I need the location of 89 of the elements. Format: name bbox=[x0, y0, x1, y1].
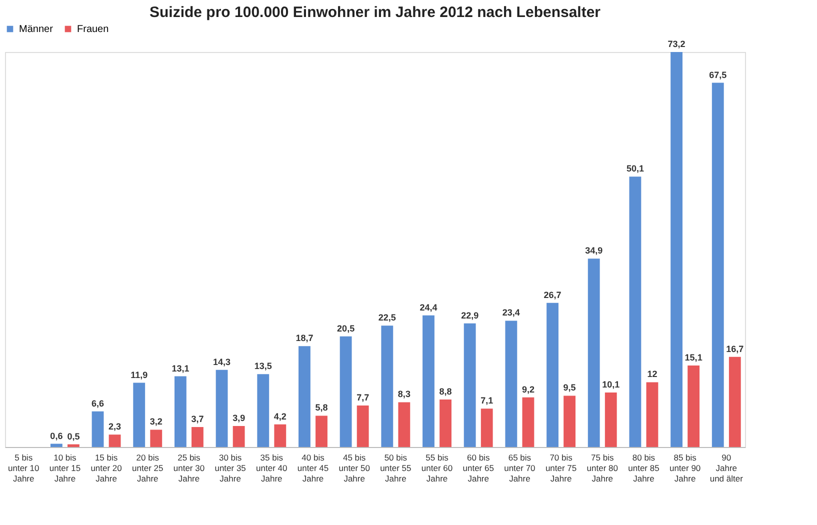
bar bbox=[422, 315, 434, 447]
x-tick-label: 20 bis unter 25 Jahre bbox=[132, 452, 164, 484]
bar bbox=[564, 396, 576, 447]
data-label: 73,2 bbox=[668, 39, 686, 49]
x-tick-label: 25 bis unter 30 Jahre bbox=[173, 452, 205, 484]
bar bbox=[192, 427, 204, 447]
data-label: 5,8 bbox=[315, 402, 328, 413]
bar bbox=[505, 320, 518, 447]
data-label: 9,5 bbox=[563, 382, 576, 393]
x-tick-label: 10 bis unter 15 Jahre bbox=[49, 452, 81, 484]
x-tick-label: 60 bis unter 65 Jahre bbox=[462, 452, 494, 484]
bar bbox=[588, 258, 600, 447]
bar bbox=[629, 176, 642, 447]
legend-label: Männer bbox=[19, 24, 54, 35]
x-tick-label: 90 Jahre und älter bbox=[710, 452, 744, 484]
data-label: 13,1 bbox=[172, 363, 190, 374]
x-tick-label: 15 bis unter 20 Jahre bbox=[90, 452, 122, 484]
data-label: 2,3 bbox=[108, 422, 122, 432]
data-label: 11,9 bbox=[130, 370, 148, 380]
x-tick-label: 5 bis unter 10 Jahre bbox=[8, 452, 40, 484]
bar bbox=[356, 405, 369, 447]
bar bbox=[646, 382, 658, 447]
data-label: 16,7 bbox=[726, 344, 744, 354]
x-tick-label: 50 bis unter 55 Jahre bbox=[380, 452, 412, 484]
data-label: 7,7 bbox=[356, 392, 370, 402]
bar bbox=[257, 374, 270, 447]
bar bbox=[604, 392, 617, 447]
x-tick-label: 35 bis unter 40 Jahre bbox=[256, 452, 288, 484]
data-label: 34,9 bbox=[585, 246, 603, 256]
bar bbox=[50, 444, 62, 447]
data-label: 22,5 bbox=[378, 312, 396, 323]
bar bbox=[216, 370, 228, 447]
bar bbox=[316, 416, 328, 447]
data-label: 23,4 bbox=[502, 308, 520, 318]
bar bbox=[381, 326, 394, 447]
data-label: 7,1 bbox=[480, 396, 494, 406]
data-label: 14,3 bbox=[213, 356, 231, 367]
bar bbox=[440, 400, 452, 447]
bar bbox=[133, 382, 146, 447]
bar bbox=[464, 323, 476, 447]
data-label: 3,2 bbox=[150, 416, 162, 427]
x-tick-label: 30 bis unter 35 Jahre bbox=[214, 452, 246, 484]
bar bbox=[298, 346, 310, 447]
bar bbox=[92, 411, 104, 447]
x-tick-label: 80 bis unter 85 Jahre bbox=[628, 452, 660, 484]
data-label: 3,9 bbox=[232, 412, 246, 423]
bar bbox=[728, 356, 741, 447]
x-tick-label: 85 bis unter 90 Jahre bbox=[669, 452, 701, 484]
bar bbox=[712, 82, 724, 447]
x-tick-label: 65 bis unter 70 Jahre bbox=[504, 452, 536, 484]
x-tick-label: 70 bis unter 75 Jahre bbox=[545, 452, 577, 484]
legend-label: Frauen bbox=[77, 24, 109, 35]
data-label: 24,4 bbox=[420, 302, 438, 312]
data-label: 15,1 bbox=[684, 352, 702, 363]
data-label: 4,2 bbox=[274, 411, 286, 422]
data-label: 10,1 bbox=[602, 380, 620, 390]
bar bbox=[522, 397, 534, 447]
data-label: 0,6 bbox=[50, 430, 63, 441]
chart-title: Suizide pro 100.000 Einwohner im Jahre 2012 nach Lebensalter bbox=[149, 4, 601, 21]
data-label: 22,9 bbox=[461, 310, 479, 320]
data-label: 0,5 bbox=[67, 431, 80, 442]
bar bbox=[546, 302, 558, 447]
x-tick-label: 75 bis unter 80 Jahre bbox=[586, 452, 618, 484]
data-label: 20,5 bbox=[337, 323, 355, 334]
bar bbox=[150, 430, 162, 447]
bar bbox=[174, 376, 186, 447]
data-label: 13,5 bbox=[254, 361, 272, 372]
bar bbox=[670, 52, 682, 447]
bar bbox=[480, 408, 493, 447]
x-tick-label: 45 bis unter 50 Jahre bbox=[338, 452, 370, 484]
bar bbox=[68, 444, 80, 447]
data-label: 8,3 bbox=[398, 389, 410, 400]
bar bbox=[340, 336, 352, 447]
bar bbox=[274, 424, 286, 447]
data-label: 9,2 bbox=[522, 384, 534, 394]
bar bbox=[108, 434, 121, 447]
data-label: 8,8 bbox=[439, 386, 452, 397]
bar bbox=[688, 366, 700, 447]
x-tick-label: 40 bis unter 45 Jahre bbox=[297, 452, 329, 484]
data-label: 26,7 bbox=[544, 290, 562, 300]
data-label: 50,1 bbox=[626, 164, 644, 174]
bar bbox=[398, 402, 410, 447]
data-label: 6,6 bbox=[92, 398, 104, 408]
data-label: 18,7 bbox=[296, 333, 314, 344]
bar bbox=[232, 426, 245, 447]
data-label: 12 bbox=[647, 369, 658, 380]
x-tick-label: 55 bis unter 60 Jahre bbox=[421, 452, 453, 484]
data-label: 3,7 bbox=[191, 414, 204, 424]
data-label: 67,5 bbox=[709, 70, 727, 80]
